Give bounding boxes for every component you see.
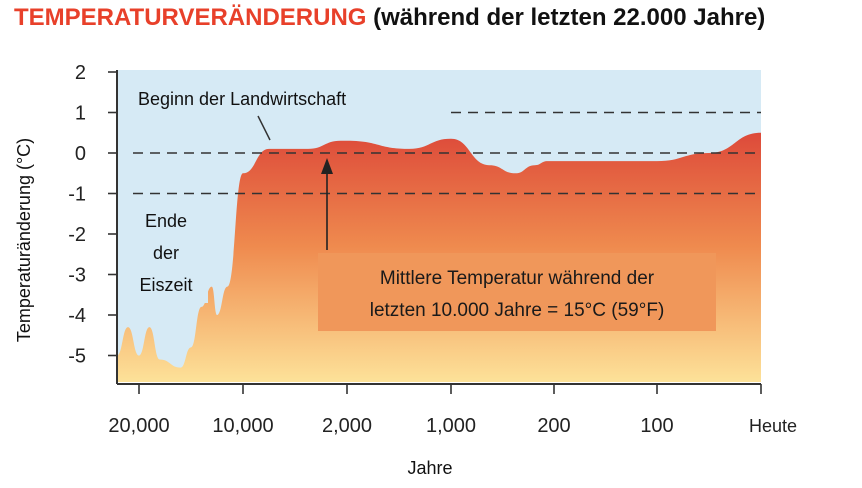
chart-title-main: TEMPERATURVERÄNDERUNG bbox=[14, 4, 367, 31]
chart-title: TEMPERATURVERÄNDERUNG (während der letzt… bbox=[14, 4, 765, 32]
y-tick-label: 2 bbox=[75, 62, 86, 84]
x-tick-label: 10,000 bbox=[212, 415, 273, 437]
y-tick-label: 1 bbox=[75, 103, 86, 125]
ice-age-label-line3: Eiszeit bbox=[139, 275, 192, 295]
callout-box bbox=[318, 253, 716, 331]
y-tick-label: -3 bbox=[68, 265, 86, 287]
ice-age-label-box bbox=[118, 198, 208, 303]
x-tick-label: 1,000 bbox=[426, 415, 476, 437]
reference-lines bbox=[133, 111, 761, 195]
x-tick-label: 2,000 bbox=[322, 415, 372, 437]
x-tick-label: 100 bbox=[640, 415, 673, 437]
x-tick-label: Heute bbox=[749, 416, 797, 436]
y-ticks: 2 1 0 -1 -2 -3 -4 -5 bbox=[68, 62, 117, 368]
callout-line1: Mittlere Temperatur während der bbox=[380, 268, 655, 289]
x-tick-label: 200 bbox=[537, 415, 570, 437]
chart-title-sub: (während der letzten 22.000 Jahre) bbox=[373, 4, 766, 31]
y-tick-label: -5 bbox=[68, 346, 86, 368]
ice-age-label-line1: Ende bbox=[145, 211, 187, 231]
ice-age-label-line2: der bbox=[153, 243, 179, 263]
y-tick-label: 0 bbox=[75, 143, 86, 165]
y-tick-label: -1 bbox=[68, 184, 86, 206]
x-tick-label: 20,000 bbox=[108, 415, 169, 437]
y-axis-title: Temperaturänderung (°C) bbox=[14, 138, 34, 342]
y-tick-label: -2 bbox=[68, 224, 86, 246]
callout-arrow-head bbox=[321, 158, 333, 174]
x-ticks: 20,000 10,000 2,000 1,000 200 100 Heute bbox=[108, 384, 797, 437]
callout-line2: letzten 10.000 Jahre = 15°C (59°F) bbox=[370, 300, 665, 321]
agriculture-label: Beginn der Landwirtschaft bbox=[138, 89, 346, 109]
x-axis-title: Jahre bbox=[407, 458, 452, 478]
agriculture-pointer bbox=[257, 115, 271, 141]
y-tick-label: -4 bbox=[68, 305, 86, 327]
